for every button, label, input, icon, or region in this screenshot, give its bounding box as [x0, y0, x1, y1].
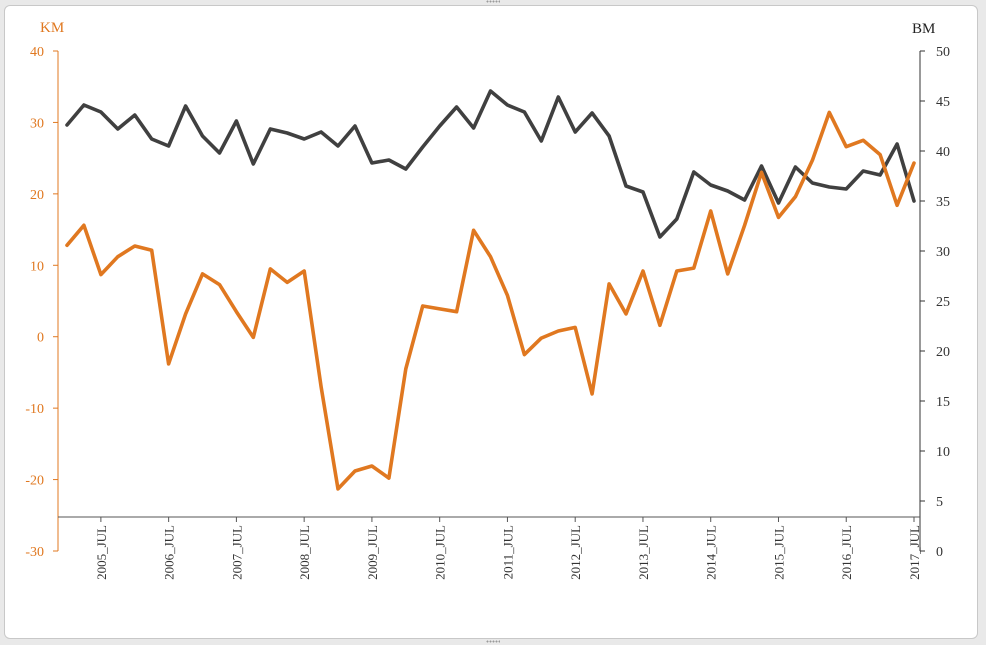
x-tick-label: 2016_JUL	[839, 525, 854, 580]
left-tick-label: 30	[30, 116, 44, 131]
left-tick-label: 20	[30, 188, 44, 203]
x-tick-label: 2006_JUL	[162, 525, 177, 580]
left-tick-label: -20	[25, 474, 44, 489]
left-tick-label: 40	[30, 45, 44, 60]
right-tick-label: 15	[936, 395, 950, 410]
x-tick-label: 2012_JUL	[568, 525, 583, 580]
x-axis-ticks: 2005_JUL 2006_JUL 2007_JUL 2008_JUL 2009_JUL…	[94, 517, 922, 580]
left-tick-label: -30	[25, 545, 44, 560]
x-tick-label: 2010_JUL	[433, 525, 448, 580]
right-tick-label: 30	[936, 245, 950, 260]
x-tick-label: 2014_JUL	[704, 525, 719, 580]
x-tick-label: 2008_JUL	[297, 525, 312, 580]
x-tick-label: 2009_JUL	[365, 525, 380, 580]
x-tick-label: 2011_JUL	[500, 525, 515, 579]
right-tick-label: 10	[936, 445, 950, 460]
right-axis-title: BM	[912, 21, 935, 37]
right-tick-label: 35	[936, 195, 950, 210]
right-tick-label: 0	[936, 545, 943, 560]
series-layer	[65, 89, 916, 491]
left-tick-label: 0	[37, 331, 44, 346]
resize-handle-top[interactable]	[486, 0, 500, 3]
x-tick-label: 2013_JUL	[636, 525, 651, 580]
right-tick-label: 25	[936, 295, 950, 310]
x-tick-label: 2015_JUL	[771, 525, 786, 580]
series-line-bm	[65, 89, 916, 239]
resize-handle-bottom[interactable]	[486, 640, 500, 643]
right-tick-label: 45	[936, 95, 950, 110]
right-tick-label: 40	[936, 145, 950, 160]
left-axis-title: KM	[40, 20, 64, 36]
right-tick-label: 5	[936, 495, 943, 510]
x-tick-label: 2007_JUL	[229, 525, 244, 580]
x-tick-label: 2017_JUL	[907, 525, 922, 580]
series-line-km	[65, 110, 916, 491]
chart-window	[4, 5, 978, 639]
left-tick-label: -10	[25, 402, 44, 417]
right-tick-label: 20	[936, 345, 950, 360]
right-tick-label: 50	[936, 45, 950, 60]
x-tick-label: 2005_JUL	[94, 525, 109, 580]
left-tick-label: 10	[30, 259, 44, 274]
